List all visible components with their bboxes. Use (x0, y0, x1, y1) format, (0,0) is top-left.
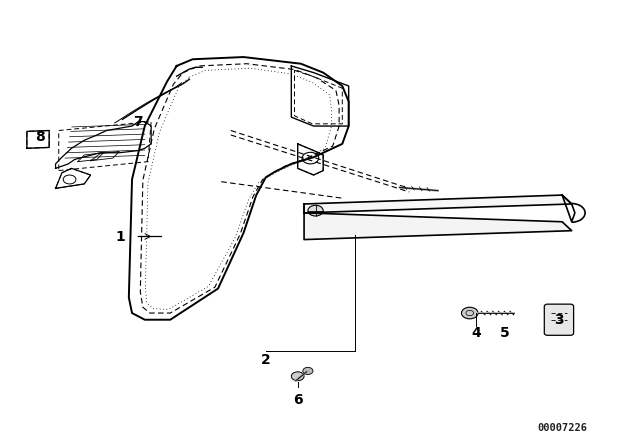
FancyBboxPatch shape (544, 304, 573, 335)
Text: 5: 5 (500, 326, 509, 340)
Text: 4: 4 (471, 326, 481, 340)
Circle shape (308, 205, 323, 216)
Text: 1: 1 (116, 230, 125, 244)
Text: 6: 6 (293, 393, 303, 407)
Polygon shape (304, 213, 572, 240)
Circle shape (303, 367, 313, 375)
Text: 3: 3 (554, 313, 564, 327)
Text: 8: 8 (35, 130, 45, 144)
Polygon shape (304, 195, 572, 213)
Circle shape (461, 307, 478, 319)
Text: 00007226: 00007226 (537, 423, 587, 433)
Text: 7: 7 (134, 115, 143, 129)
Circle shape (291, 372, 304, 381)
Text: 2: 2 (261, 353, 271, 367)
